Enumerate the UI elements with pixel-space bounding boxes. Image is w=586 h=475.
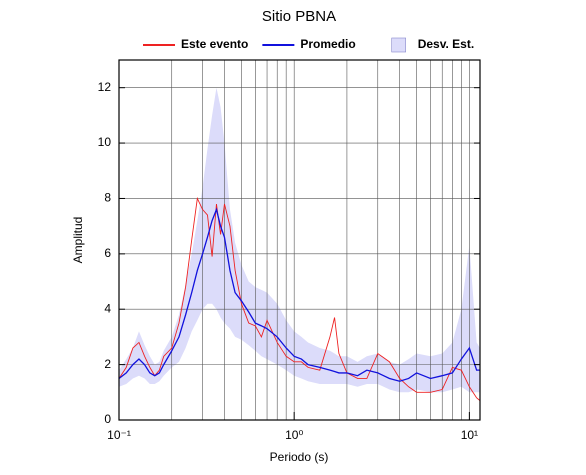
legend-label: Promedio xyxy=(300,37,355,51)
x-axis-label: Periodo (s) xyxy=(270,450,329,464)
x-tick-label: 10⁻¹ xyxy=(107,428,131,442)
x-tick-label: 10⁰ xyxy=(285,428,303,442)
y-tick-label: 6 xyxy=(104,246,111,260)
legend-label: Este evento xyxy=(181,37,248,51)
series-line xyxy=(118,196,481,401)
y-tick-label: 8 xyxy=(104,191,111,205)
y-tick-label: 2 xyxy=(104,357,111,371)
y-tick-label: 10 xyxy=(98,135,112,149)
legend-swatch xyxy=(391,37,407,53)
y-tick-label: 0 xyxy=(104,412,111,426)
std-band xyxy=(119,87,480,393)
y-axis-label: Amplitud xyxy=(71,217,85,264)
series-line xyxy=(118,207,480,382)
x-tick-label: 10¹ xyxy=(461,428,478,442)
y-tick-label: 12 xyxy=(98,80,112,94)
legend-label: Desv. Est. xyxy=(418,37,474,51)
y-tick-label: 4 xyxy=(104,301,111,315)
chart-title: Sitio PBNA xyxy=(262,8,336,25)
plot-frame xyxy=(118,59,481,421)
